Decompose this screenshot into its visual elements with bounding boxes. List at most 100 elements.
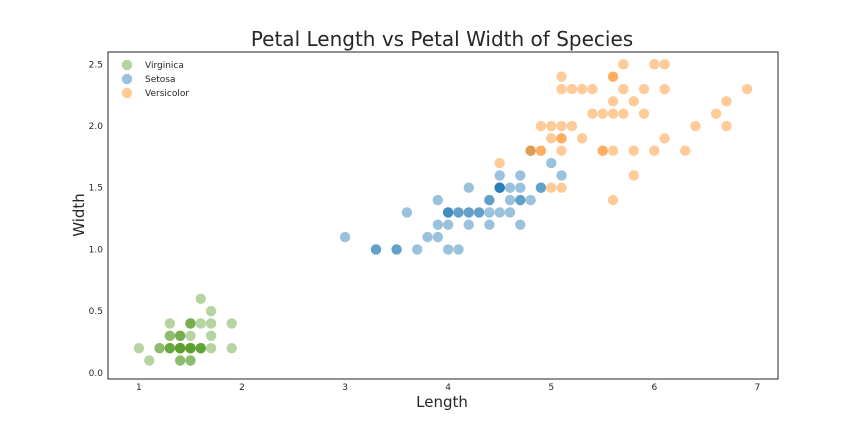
data-point bbox=[185, 355, 196, 366]
y-tick-label: 1.0 bbox=[89, 245, 104, 255]
data-point bbox=[195, 342, 206, 354]
y-tick-label: 0.0 bbox=[89, 369, 104, 379]
data-point bbox=[649, 59, 660, 70]
data-point bbox=[741, 83, 753, 95]
data-point bbox=[494, 157, 505, 169]
data-point bbox=[164, 342, 176, 354]
data-point bbox=[185, 318, 196, 329]
data-point bbox=[546, 157, 557, 169]
data-point bbox=[174, 342, 186, 354]
data-point bbox=[174, 342, 186, 354]
data-point bbox=[174, 330, 186, 342]
data-point bbox=[556, 145, 567, 156]
data-point bbox=[597, 108, 608, 119]
data-point bbox=[607, 96, 619, 107]
data-point bbox=[556, 120, 567, 132]
data-point bbox=[339, 231, 351, 243]
data-point bbox=[185, 342, 196, 354]
data-point bbox=[597, 145, 608, 156]
series-virginica bbox=[133, 293, 237, 366]
data-point bbox=[154, 342, 165, 354]
legend-marker bbox=[121, 87, 133, 99]
data-point bbox=[432, 194, 444, 206]
data-point bbox=[174, 342, 186, 354]
data-point bbox=[164, 342, 176, 354]
data-point bbox=[185, 342, 196, 354]
data-point bbox=[504, 207, 516, 218]
data-point bbox=[484, 194, 495, 206]
data-point bbox=[174, 355, 186, 366]
x-tick-label: 1 bbox=[136, 383, 142, 393]
data-point bbox=[174, 342, 186, 354]
data-point bbox=[174, 342, 186, 354]
data-point bbox=[164, 342, 176, 354]
data-point bbox=[607, 71, 619, 82]
data-point bbox=[422, 231, 433, 243]
data-point bbox=[174, 342, 186, 354]
data-point bbox=[205, 305, 217, 317]
legend-item: Setosa bbox=[121, 73, 176, 85]
y-tick-label: 2.0 bbox=[89, 122, 104, 132]
legend-label: Virginica bbox=[145, 61, 184, 71]
data-point bbox=[515, 182, 526, 193]
data-point bbox=[174, 330, 186, 342]
data-point bbox=[535, 182, 547, 193]
x-tick-label: 2 bbox=[239, 383, 245, 393]
data-point bbox=[535, 182, 547, 193]
data-point bbox=[463, 207, 474, 218]
data-point bbox=[442, 219, 454, 230]
data-point bbox=[618, 59, 629, 70]
data-point bbox=[185, 342, 196, 354]
data-point bbox=[174, 355, 186, 366]
data-point bbox=[680, 145, 691, 156]
data-point bbox=[556, 133, 567, 144]
data-point bbox=[453, 244, 464, 255]
data-point bbox=[226, 318, 237, 329]
data-point bbox=[484, 194, 495, 206]
data-point bbox=[205, 330, 217, 342]
data-point bbox=[546, 182, 557, 193]
data-point bbox=[659, 133, 670, 144]
data-point bbox=[133, 342, 145, 354]
data-point bbox=[370, 244, 382, 255]
legend-label: Setosa bbox=[145, 75, 176, 85]
data-point bbox=[576, 133, 588, 144]
data-point bbox=[442, 244, 454, 255]
data-point bbox=[546, 120, 557, 132]
x-tick-label: 3 bbox=[342, 383, 348, 393]
legend-label: Versicolor bbox=[145, 89, 189, 99]
data-point bbox=[154, 342, 165, 354]
data-point bbox=[226, 342, 237, 354]
data-point bbox=[164, 342, 176, 354]
data-point bbox=[721, 120, 732, 132]
data-point bbox=[205, 342, 217, 354]
data-point bbox=[628, 170, 639, 181]
data-point bbox=[628, 96, 639, 107]
data-point bbox=[370, 244, 382, 255]
data-point bbox=[494, 182, 505, 193]
data-point bbox=[442, 207, 454, 218]
data-point bbox=[195, 342, 206, 354]
data-point bbox=[484, 207, 495, 218]
data-point bbox=[473, 207, 485, 218]
data-point bbox=[195, 342, 206, 354]
data-point bbox=[556, 182, 567, 193]
data-point bbox=[494, 182, 505, 193]
data-point bbox=[587, 108, 598, 119]
data-point bbox=[556, 133, 567, 144]
data-point bbox=[442, 207, 454, 218]
points-layer bbox=[133, 59, 753, 366]
data-point bbox=[401, 207, 413, 218]
data-point bbox=[463, 219, 474, 230]
data-point bbox=[432, 231, 444, 243]
data-point bbox=[515, 219, 526, 230]
data-point bbox=[185, 342, 196, 354]
data-point bbox=[463, 207, 474, 218]
data-point bbox=[185, 318, 196, 329]
data-point bbox=[556, 170, 567, 181]
data-point bbox=[185, 342, 196, 354]
data-point bbox=[525, 194, 536, 206]
data-point bbox=[649, 145, 660, 156]
y-tick-label: 2.5 bbox=[89, 60, 103, 70]
data-point bbox=[494, 182, 505, 193]
